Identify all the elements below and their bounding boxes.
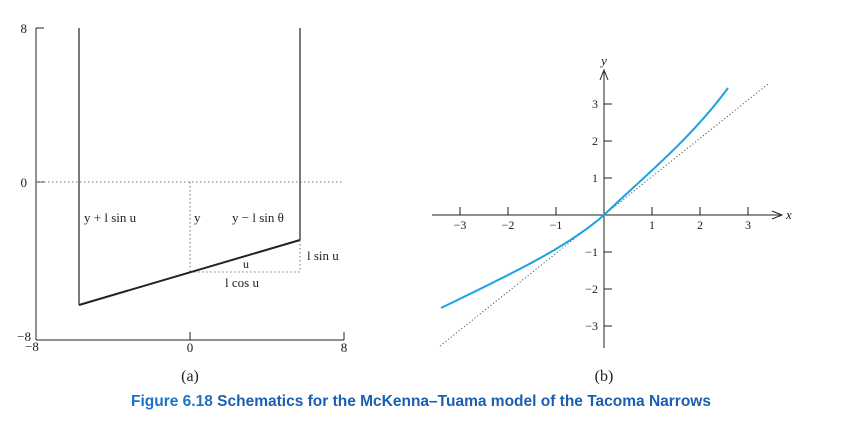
panel-a-y-tick-label: 0 (21, 175, 28, 190)
panel-b-y-tick-label: −2 (585, 282, 598, 296)
left-rod-label: y + l sin u (84, 210, 137, 225)
panel-a-y-tick-label: 8 (21, 21, 28, 36)
center-label: y (194, 210, 201, 225)
figure-caption: Figure 6.18 Schematics for the McKenna–T… (0, 393, 842, 411)
panel-b-x-tick-label: −3 (454, 218, 467, 232)
panel-b-x-tick-label: 3 (745, 218, 751, 232)
panel-a-x-tick-label: 0 (187, 340, 194, 355)
panel-b-y-tick-label: 3 (592, 97, 598, 111)
panel-b-y-tick-label: −1 (585, 245, 598, 259)
panel-a-label: (a) (181, 368, 199, 385)
panel-b-x-tick-label: −1 (550, 218, 563, 232)
figure-caption-text: Schematics for the McKenna–Tuama model o… (217, 393, 711, 410)
x-axis-arrow-icon (771, 210, 784, 220)
horizontal-label: l cos u (225, 275, 259, 290)
panel-b-y-axis-label: y (599, 53, 607, 68)
vertical-label: l sin u (307, 248, 339, 263)
panel-b-x-tick-label: −2 (502, 218, 515, 232)
angle-label: u (243, 257, 249, 271)
roadway-bar (78, 239, 301, 306)
y-axis-arrow-icon (599, 68, 609, 81)
right-rod-label: y − l sin θ (232, 210, 284, 225)
panel-b-x-axis-label: x (785, 207, 792, 222)
panel-b-x-tick-label: 2 (697, 218, 703, 232)
figure-number: Figure 6.18 (131, 393, 213, 410)
panel-b-label: (b) (595, 368, 614, 385)
panel-a-y-tick-label: −8 (17, 329, 31, 344)
panel-b: −3 −2 −1 1 2 3 x 3 2 1 −1 −2 −3 y (b) (432, 53, 792, 385)
panel-a-x-tick-label: 8 (341, 340, 348, 355)
panel-b-y-tick-label: 1 (592, 171, 598, 185)
panel-b-y-tick-label: −3 (585, 319, 598, 333)
panel-b-y-tick-label: 2 (592, 134, 598, 148)
response-curve (440, 87, 729, 309)
panel-a-x-tick-label: −8 (25, 339, 39, 354)
panel-b-x-tick-label: 1 (649, 218, 655, 232)
panel-a: 8 0 −8 −8 0 8 y + l sin u y y − l sin θ … (17, 21, 347, 385)
